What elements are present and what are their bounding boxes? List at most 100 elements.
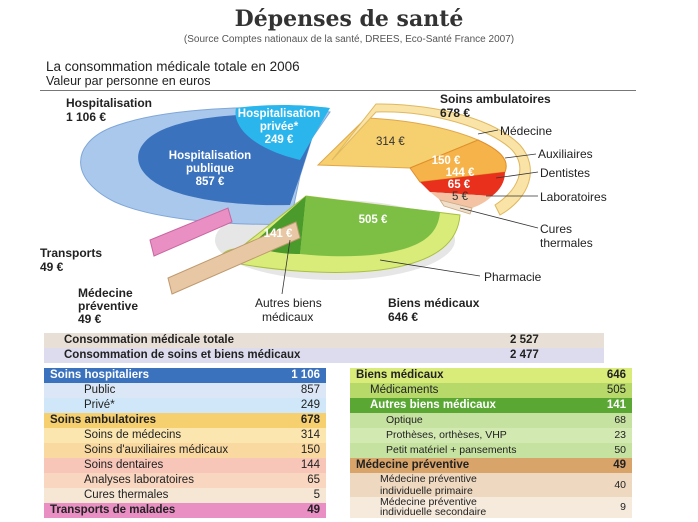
pie-slice-auxiliaires: [409, 139, 507, 183]
table-row: Soins ambulatoires 678: [44, 413, 326, 428]
table-row: Petit matériel + pansements 50: [350, 443, 632, 458]
pie-slice-transports: [149, 207, 233, 257]
label-hosp-publique-1: Hospitalisation: [168, 150, 252, 162]
label-medecine: Médecine: [500, 124, 553, 138]
table-row: Médicaments 505: [350, 383, 632, 398]
pie-slice-hospitalisation-privee: [235, 105, 330, 160]
label-cures-1: Cures: [540, 222, 573, 236]
row-label: Médecine préventive: [380, 496, 477, 508]
label-pharmacie: Pharmacie: [484, 270, 542, 284]
row-label: Médicaments: [370, 384, 439, 396]
table-row: Médecine préventive individuelle seconda…: [350, 497, 632, 518]
label-hosp-privee-1: Hospitalisation: [237, 108, 321, 120]
row-value: 65: [307, 474, 320, 486]
row-label: Public: [84, 384, 116, 396]
label-autres-2: médicaux: [262, 310, 314, 324]
table-row: Médecine préventive 49: [350, 458, 632, 473]
row-label: Soins hospitaliers: [50, 369, 150, 381]
row-label-2: individuelle primaire: [380, 485, 473, 497]
total-value: 2 477: [510, 349, 539, 361]
leader-cures: [459, 207, 539, 229]
label-hosp-publique-2: publique: [186, 163, 234, 175]
row-value: 9: [620, 501, 626, 513]
total-value: 2 527: [510, 334, 539, 346]
divider: [40, 90, 636, 91]
value-prevention: 49 €: [78, 312, 102, 326]
total-row: Consommation de soins et biens médicaux …: [44, 348, 604, 363]
value-hosp-publique: 857 €: [195, 176, 225, 188]
table-row: Soins d'auxiliaires médicaux 150: [44, 443, 326, 458]
row-label-2: individuelle secondaire: [380, 506, 487, 518]
value-soins-ambulatoires: 678 €: [440, 106, 471, 120]
label-biens-medicaux: Biens médicaux: [388, 296, 480, 310]
label-hosp-privee-2: privée*: [259, 121, 299, 133]
row-value: 50: [614, 444, 626, 456]
row-label: Soins dentaires: [84, 459, 164, 471]
total-label: Consommation médicale totale: [64, 334, 234, 346]
value-medecine: 314 €: [376, 136, 405, 148]
row-label: Autres biens médicaux: [370, 399, 496, 411]
chart-subtitle: La consommation médicale totale en 2006: [46, 59, 300, 74]
row-label: Privé*: [84, 399, 115, 411]
row-value: 857: [300, 384, 320, 396]
value-hospitalisation: 1 106 €: [66, 110, 107, 124]
value-transports: 49 €: [40, 260, 64, 274]
pie-slice-laboratoires: [430, 192, 492, 208]
pie-slice-prevention: [167, 221, 301, 295]
table-row: Soins hospitaliers 1 106: [44, 368, 326, 383]
page-title: Dépenses de santé: [234, 6, 464, 32]
row-label: Soins d'auxiliaires médicaux: [84, 444, 229, 456]
pie-slice-dentistes: [420, 172, 505, 196]
value-hosp-privee: 249 €: [264, 134, 294, 146]
row-label: Médecine préventive: [356, 459, 470, 471]
table-row: Cures thermales 5: [44, 488, 326, 503]
row-label: Transports de malades: [50, 504, 176, 516]
row-value: 5: [313, 489, 320, 501]
label-transports: Transports: [40, 246, 103, 260]
row-value: 68: [614, 414, 626, 426]
pie-slice-ambulatoires-rim: [331, 103, 531, 216]
row-label: Optique: [386, 414, 423, 426]
label-soins-ambulatoires: Soins ambulatoires: [440, 92, 551, 106]
row-value: 249: [300, 399, 320, 411]
value-laboratoires: 65 €: [447, 179, 471, 191]
label-hospitalisation: Hospitalisation: [66, 96, 153, 110]
label-dentistes: Dentistes: [540, 166, 591, 180]
leader-medecine: [477, 129, 499, 135]
value-biens-medicaux: 646 €: [388, 310, 419, 324]
label-cures-2: thermales: [540, 236, 593, 250]
row-value: 40: [614, 479, 626, 491]
leader-autres: [281, 239, 291, 295]
pie-chart: [80, 103, 539, 295]
row-value: 141: [606, 399, 626, 411]
row-label: Analyses laboratoires: [84, 474, 194, 486]
label-laboratoires: Laboratoires: [540, 190, 607, 204]
row-label: Médecine préventive: [380, 473, 477, 485]
pie-slice-autres-biens: [300, 196, 440, 257]
table-row: Optique 68: [350, 413, 632, 428]
label-prevention-2: préventive: [78, 299, 139, 313]
value-pharmacie: 505 €: [358, 214, 388, 226]
table-row: Soins de médecins 314: [44, 428, 326, 443]
label-auxiliaires: Auxiliaires: [538, 147, 593, 161]
row-label: Cures thermales: [84, 489, 169, 501]
table-row: Soins dentaires 144: [44, 458, 326, 473]
row-value: 678: [300, 414, 320, 426]
leader-dentistes: [495, 171, 539, 179]
chart-unit: Valeur par personne en euros: [46, 74, 211, 88]
value-dentistes: 144 €: [445, 167, 475, 179]
row-label: Biens médicaux: [356, 369, 444, 381]
table-row: Transports de malades 49: [44, 503, 326, 518]
row-value: 144: [300, 459, 320, 471]
value-auxiliaires: 150 €: [431, 155, 461, 167]
label-autres-1: Autres biens: [255, 296, 322, 310]
row-label: Petit matériel + pansements: [386, 444, 517, 456]
row-value: 646: [606, 369, 626, 381]
row-label: Prothèses, orthèses, VHP: [386, 429, 507, 441]
row-value: 23: [614, 429, 626, 441]
row-value: 49: [613, 459, 626, 471]
table-row: Autres biens médicaux 141: [350, 398, 632, 413]
table-row: Privé* 249: [44, 398, 326, 413]
leader-auxiliaires: [504, 153, 537, 159]
source-note: (Source Comptes nationaux de la santé, D…: [183, 34, 515, 45]
